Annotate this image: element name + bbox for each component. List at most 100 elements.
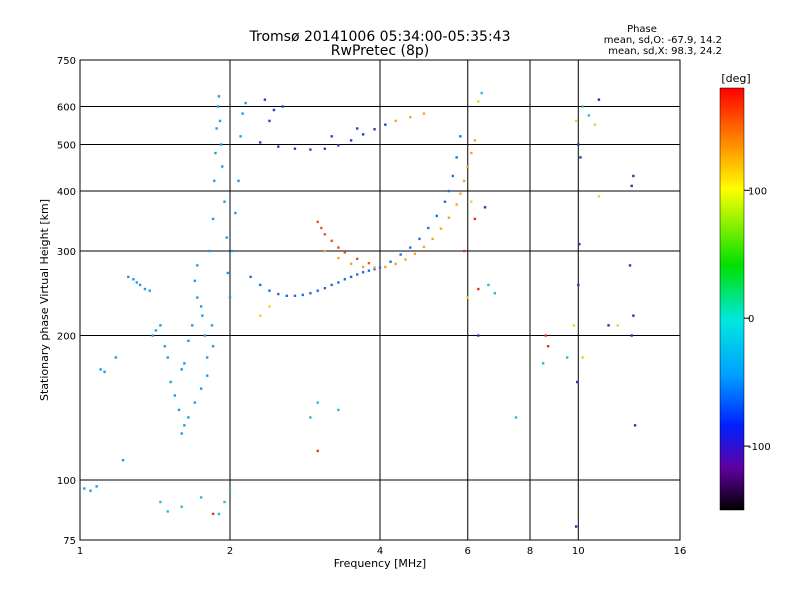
data-point bbox=[418, 237, 421, 241]
data-point bbox=[203, 334, 206, 337]
data-point bbox=[159, 500, 162, 504]
data-point bbox=[187, 416, 190, 419]
data-point bbox=[409, 116, 412, 119]
data-point bbox=[632, 314, 635, 317]
data-point bbox=[214, 151, 217, 155]
data-point bbox=[541, 362, 545, 365]
data-point bbox=[493, 292, 497, 295]
x-axis-label: Frequency [MHz] bbox=[334, 557, 426, 570]
y-tick-label: 75 bbox=[63, 536, 76, 547]
data-point bbox=[435, 214, 438, 218]
data-point bbox=[581, 105, 584, 108]
data-point bbox=[249, 275, 252, 279]
data-point bbox=[217, 95, 221, 98]
data-point bbox=[281, 105, 284, 108]
colorbar-ticks: 100 0 -100 bbox=[744, 186, 771, 453]
colorbar-label: [deg] bbox=[721, 72, 750, 85]
data-point bbox=[180, 432, 183, 435]
y-tick-label: 100 bbox=[57, 476, 76, 487]
data-point bbox=[143, 287, 147, 291]
grid-lines bbox=[80, 60, 680, 540]
data-point bbox=[163, 345, 167, 348]
data-point bbox=[196, 264, 199, 267]
data-point bbox=[451, 174, 455, 178]
data-point bbox=[201, 314, 204, 317]
data-point bbox=[223, 500, 226, 504]
data-point bbox=[187, 339, 190, 343]
data-point bbox=[349, 275, 353, 279]
data-point bbox=[205, 374, 209, 377]
y-axis-ticks: 75 100 200 300 400 500 600 750 bbox=[57, 56, 76, 547]
data-point bbox=[616, 324, 619, 327]
data-point bbox=[259, 314, 262, 317]
data-point bbox=[576, 380, 579, 384]
y-axis-label: Stationary phase Virtual Height [km] bbox=[38, 199, 51, 401]
data-point bbox=[211, 512, 215, 516]
data-point bbox=[154, 329, 158, 332]
data-point bbox=[477, 100, 480, 103]
data-point bbox=[337, 281, 340, 284]
data-point bbox=[173, 394, 177, 397]
data-point bbox=[225, 236, 228, 239]
data-point bbox=[427, 226, 430, 230]
x-tick-label: 4 bbox=[377, 546, 383, 557]
data-point bbox=[633, 424, 637, 427]
data-point bbox=[470, 200, 473, 203]
colorbar-tick-label: 0 bbox=[748, 314, 754, 325]
data-point bbox=[95, 485, 98, 488]
data-point bbox=[196, 296, 199, 299]
data-point bbox=[373, 267, 376, 271]
data-point bbox=[462, 179, 466, 183]
data-point bbox=[373, 128, 376, 131]
data-point bbox=[330, 239, 333, 243]
x-tick-label: 2 bbox=[227, 546, 233, 557]
data-point bbox=[404, 258, 407, 261]
data-point bbox=[316, 220, 319, 224]
data-point bbox=[191, 324, 194, 327]
chart-subtitle: RwPretec (8p) bbox=[331, 43, 429, 59]
data-point bbox=[466, 296, 469, 299]
data-point bbox=[462, 249, 466, 253]
colorbar-tick-label: -100 bbox=[748, 442, 771, 453]
data-point bbox=[183, 362, 186, 365]
data-point bbox=[477, 287, 480, 291]
data-point bbox=[597, 98, 601, 101]
data-point bbox=[349, 139, 353, 142]
data-point bbox=[459, 192, 462, 195]
data-point bbox=[230, 249, 234, 253]
data-point bbox=[132, 278, 135, 281]
data-point bbox=[223, 200, 226, 203]
data-point bbox=[234, 211, 237, 215]
data-point bbox=[389, 260, 392, 263]
data-point bbox=[213, 179, 216, 183]
data-point bbox=[361, 271, 365, 274]
data-point bbox=[208, 249, 211, 253]
data-point bbox=[183, 424, 186, 427]
data-point bbox=[581, 356, 584, 359]
data-point bbox=[215, 127, 218, 130]
data-point bbox=[244, 101, 247, 105]
data-point bbox=[373, 266, 376, 269]
data-point bbox=[447, 216, 451, 219]
data-point bbox=[239, 135, 242, 138]
data-point bbox=[409, 246, 412, 249]
phase-stats-x: mean, sd,X: 98.3, 24.2 bbox=[608, 46, 722, 57]
data-point bbox=[89, 489, 92, 492]
data-point bbox=[268, 305, 271, 308]
data-point bbox=[466, 165, 469, 168]
data-point bbox=[579, 156, 582, 159]
data-point bbox=[309, 148, 312, 151]
data-point bbox=[574, 525, 578, 528]
data-point bbox=[349, 262, 353, 266]
data-point bbox=[83, 487, 86, 490]
data-point bbox=[470, 151, 473, 155]
data-point bbox=[121, 458, 125, 462]
data-point bbox=[151, 334, 155, 337]
data-point bbox=[487, 283, 490, 287]
data-point bbox=[277, 145, 280, 148]
data-point bbox=[361, 133, 365, 136]
data-point bbox=[431, 237, 434, 241]
data-point bbox=[323, 233, 327, 236]
data-point bbox=[577, 143, 580, 146]
